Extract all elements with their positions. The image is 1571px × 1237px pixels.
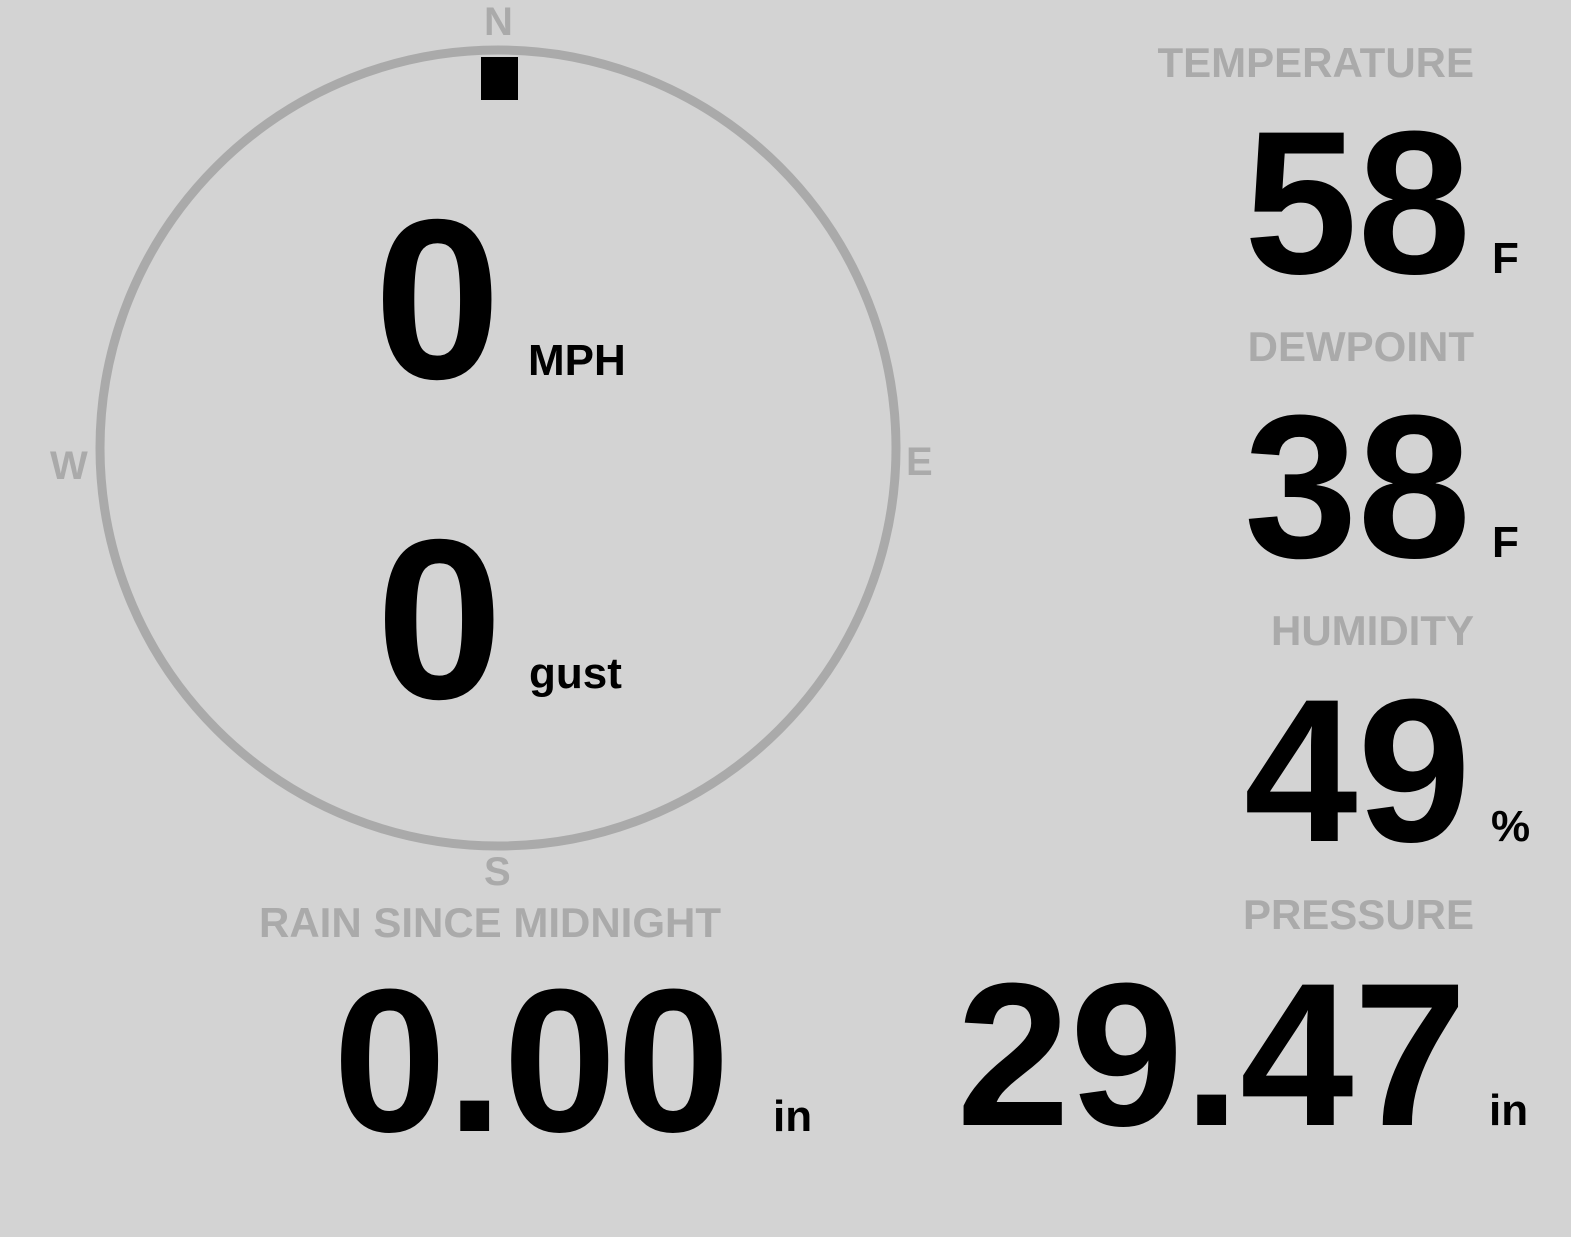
compass-south: S bbox=[484, 850, 511, 894]
compass-east: E bbox=[906, 440, 933, 484]
dewpoint-label: DEWPOINT bbox=[1247, 323, 1474, 370]
compass-ring bbox=[95, 45, 901, 851]
temperature-label: TEMPERATURE bbox=[1157, 39, 1474, 86]
humidity-value: 49 bbox=[1244, 657, 1471, 885]
pressure-value: 29.47 bbox=[956, 941, 1468, 1169]
rain-value: 0.00 bbox=[333, 947, 731, 1175]
compass-west: W bbox=[50, 444, 88, 488]
compass-north: N bbox=[484, 0, 513, 44]
wind-gust-unit: gust bbox=[529, 649, 622, 698]
wind-speed-value: 0 bbox=[374, 173, 501, 427]
pressure-label: PRESSURE bbox=[1242, 891, 1474, 938]
humidity-unit: % bbox=[1491, 802, 1531, 851]
pressure-unit: in bbox=[1489, 1086, 1529, 1135]
dewpoint-unit: F bbox=[1492, 518, 1519, 567]
wind-direction-needle bbox=[481, 57, 518, 100]
humidity-label: HUMIDITY bbox=[1271, 607, 1474, 654]
rain-label: RAIN SINCE MIDNIGHT bbox=[259, 899, 721, 946]
wind-gust-value: 0 bbox=[376, 493, 503, 747]
temperature-value: 58 bbox=[1244, 89, 1471, 317]
wind-speed-unit: MPH bbox=[528, 336, 626, 385]
dewpoint-value: 38 bbox=[1244, 373, 1471, 601]
temperature-unit: F bbox=[1492, 234, 1519, 283]
rain-unit: in bbox=[773, 1092, 813, 1141]
